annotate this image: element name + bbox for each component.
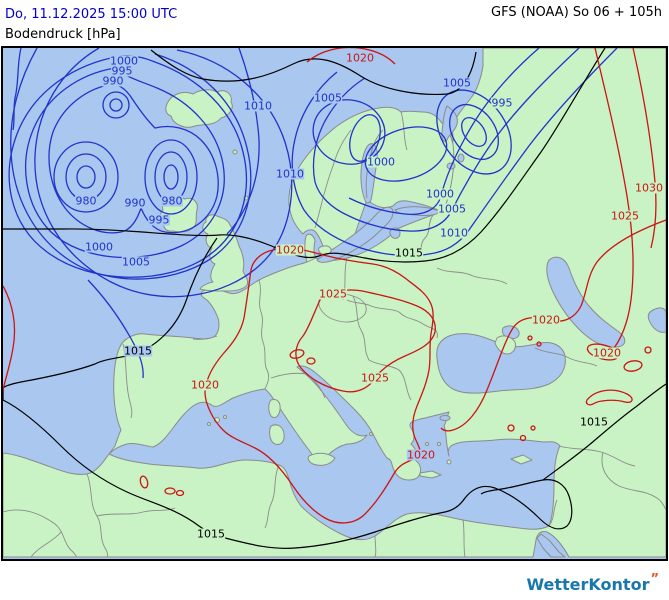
pressure-label: 1025 — [361, 372, 389, 385]
isobars-mid-layer — [3, 48, 666, 549]
pressure-label: 1020 — [276, 244, 304, 257]
pressure-label-bg — [634, 182, 664, 194]
pressure-label: 1005 — [314, 92, 342, 105]
pressure-label-bg — [313, 92, 343, 104]
parameter-title: Bodendruck [hPa] — [5, 27, 121, 42]
pressure-label: 990 — [103, 75, 124, 88]
pressure-label-bg — [491, 97, 513, 109]
land-corsica — [268, 399, 281, 419]
land-aegean-isle-3 — [437, 442, 441, 446]
pressure-label: 1000 — [85, 241, 113, 254]
pressure-label-bg — [442, 77, 472, 89]
pressure-label-bg — [111, 65, 133, 77]
pressure-label: 1020 — [346, 52, 374, 65]
pressure-label-bg — [345, 52, 375, 64]
forecast-datetime: Do, 11.12.2025 15:00 UTC — [5, 7, 178, 22]
pressure-label-bg — [592, 347, 622, 359]
pressure-label-bg — [425, 188, 455, 200]
pressure-label-bg — [275, 168, 305, 180]
pressure-label: 1025 — [319, 288, 347, 301]
pressure-label: 1025 — [611, 210, 639, 223]
land-menorca — [223, 415, 227, 419]
land-crete — [419, 470, 442, 479]
pressure-label-bg — [123, 345, 153, 357]
pressure-label: 1010 — [244, 100, 272, 113]
pressure-label-bg — [124, 197, 146, 209]
pressure-label-bg — [190, 379, 220, 391]
lake-onega — [457, 153, 465, 163]
land-great-britain — [199, 214, 248, 292]
land-iceland — [165, 89, 233, 128]
pressure-label: 990 — [125, 197, 146, 210]
wetterkontor-logo[interactable]: WetterKontor ” — [526, 572, 659, 594]
sea-of-marmara — [439, 415, 451, 421]
pressure-label-bg — [243, 100, 273, 112]
pressure-label: 1020 — [532, 314, 560, 327]
pressure-label: 1015 — [395, 247, 423, 260]
islands-layer — [207, 245, 533, 479]
pressure-label: 1005 — [122, 256, 150, 269]
brand-text[interactable]: WetterKontor — [526, 575, 650, 594]
pressure-label: 1000 — [426, 188, 454, 201]
pressure-label: 995 — [112, 65, 133, 78]
logo-flame-icon: ” — [650, 572, 659, 587]
pressure-label: 980 — [162, 195, 183, 208]
pressure-label: 1010 — [276, 168, 304, 181]
pressure-label-bg — [439, 227, 469, 239]
land-sardinia — [269, 424, 285, 445]
sea-caspian-east — [647, 307, 666, 333]
pressure-label: 1015 — [197, 528, 225, 541]
pressure-label: 1020 — [407, 449, 435, 462]
pressure-label: 1015 — [124, 345, 152, 358]
pressure-label-bg — [84, 241, 114, 253]
pressure-label: 1000 — [110, 55, 138, 68]
pressure-label-bg — [102, 75, 124, 87]
pressure-label: 995 — [492, 97, 513, 110]
pressure-label: 1005 — [443, 77, 471, 90]
pressure-label-bg — [148, 214, 170, 226]
land-rhodes — [446, 459, 452, 465]
pressure-label: 980 — [76, 195, 97, 208]
model-run-label: GFS (NOAA) So 06 + 105h — [491, 5, 662, 20]
pressure-label-bg — [196, 528, 226, 540]
land-aegean-isle-1 — [425, 442, 429, 446]
pressure-label-bg — [531, 314, 561, 326]
land-faroe — [232, 149, 238, 155]
pressure-label: 1015 — [580, 416, 608, 429]
pressure-label-bg — [161, 195, 183, 207]
sea-red-sea — [536, 533, 566, 558]
pressure-label: 1010 — [440, 227, 468, 240]
pressure-label: 1005 — [438, 203, 466, 216]
pressure-label-bg — [75, 195, 97, 207]
sea-baltic — [316, 206, 394, 263]
pressure-label: 1000 — [367, 156, 395, 169]
pressure-label: 1020 — [593, 347, 621, 360]
pressure-label: 1030 — [635, 182, 663, 195]
pressure-label-bg — [437, 203, 467, 215]
land-corfu — [369, 432, 373, 436]
pressure-label-bg — [394, 247, 424, 259]
pressure-label-bg — [121, 256, 151, 268]
pressure-label-bg — [109, 55, 139, 67]
pressure-label: 995 — [149, 214, 170, 227]
pressure-label-bg — [579, 416, 609, 428]
pressure-label-bg — [610, 210, 640, 222]
sea-caspian — [546, 256, 626, 348]
land-ibiza — [207, 422, 211, 426]
pressure-label: 1020 — [191, 379, 219, 392]
pressure-label-bg — [366, 156, 396, 168]
pressure-map: 1000 995 990 980 990 980 995 1000 1005 1010 1005 10… — [1, 46, 668, 561]
pressure-label-bg — [360, 372, 390, 384]
pressure-label-bg — [406, 449, 436, 461]
pressure-label-bg — [318, 288, 348, 300]
pressure-label-bg — [275, 244, 305, 256]
land-cyprus — [510, 454, 533, 465]
land-sicily — [307, 452, 336, 466]
